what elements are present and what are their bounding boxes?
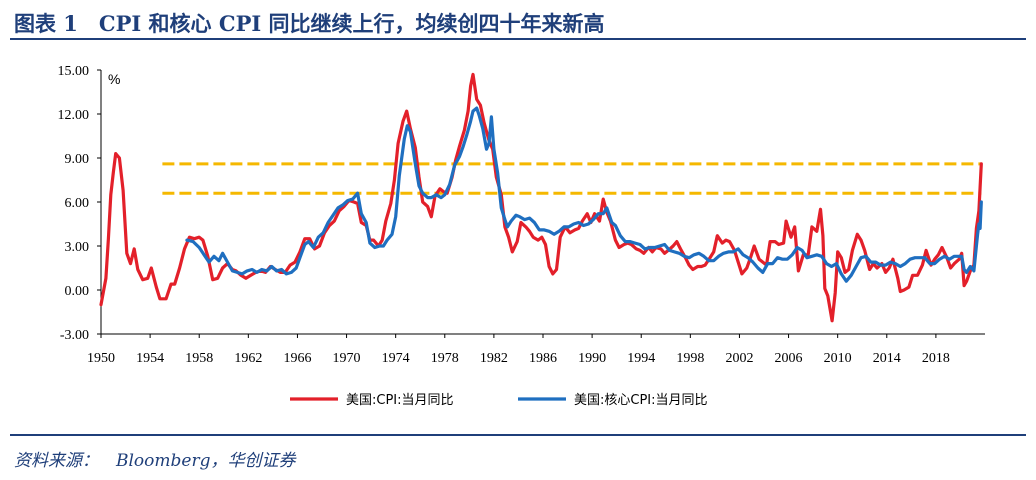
title-bar: 图表 1 CPI 和核心 CPI 同比继续上行，均续创四十年来新高 (10, 2, 1026, 40)
x-tick-label: 2018 (922, 351, 950, 366)
legend-label: 美国:CPI:当月同比 (346, 393, 454, 408)
y-unit-label: % (108, 71, 120, 87)
y-tick-label: 0.00 (65, 284, 90, 299)
source-note: 资料来源： Bloomberg，华创证券 (14, 451, 296, 471)
x-tick-label: 1950 (87, 351, 115, 366)
x-tick-label: 2010 (824, 351, 852, 366)
x-tick-label: 2006 (775, 351, 803, 366)
page-title: 图表 1 CPI 和核心 CPI 同比继续上行，均续创四十年来新高 (14, 11, 605, 36)
axes: 15.00 12.00 9.00 6.00 3.00 0.00 -3.00 1950 1954 1… (58, 64, 985, 366)
x-tick-label: 1982 (480, 351, 508, 366)
x-tick-label: 1962 (234, 351, 262, 366)
cpi-series-line (99, 72, 983, 323)
y-tick-label: 12.00 (58, 108, 90, 123)
x-tick-label: 1966 (283, 351, 311, 366)
source-divider (10, 434, 1026, 436)
y-tick-label: -3.00 (60, 328, 89, 343)
x-tick-label: 1990 (578, 351, 606, 366)
x-tick-label: 1970 (333, 351, 361, 366)
line-chart: % 15.00 12.00 9.00 6.00 3.00 0.00 -3.00 1950 195… (58, 64, 985, 408)
y-tick-label: 15.00 (58, 64, 90, 79)
legend-label: 美国:核心CPI:当月同比 (574, 393, 708, 408)
y-tick-label: 6.00 (65, 196, 90, 211)
x-tick-label: 1958 (185, 351, 213, 366)
legend: 美国:CPI:当月同比 美国:核心CPI:当月同比 (290, 393, 708, 408)
x-tick-label: 1986 (529, 351, 557, 366)
x-tick-label: 1978 (431, 351, 459, 366)
x-tick-label: 1954 (136, 351, 164, 366)
series-group (99, 72, 983, 323)
reference-lines (162, 162, 982, 195)
x-tick-label: 1998 (676, 351, 704, 366)
core-cpi-series-line (185, 106, 983, 283)
x-tick-label: 1974 (382, 351, 410, 366)
y-tick-label: 3.00 (65, 240, 90, 255)
x-tick-label: 2014 (873, 351, 901, 366)
x-tick-label: 1994 (627, 351, 655, 366)
x-tick-label: 2002 (725, 351, 753, 366)
y-tick-label: 9.00 (65, 152, 90, 167)
